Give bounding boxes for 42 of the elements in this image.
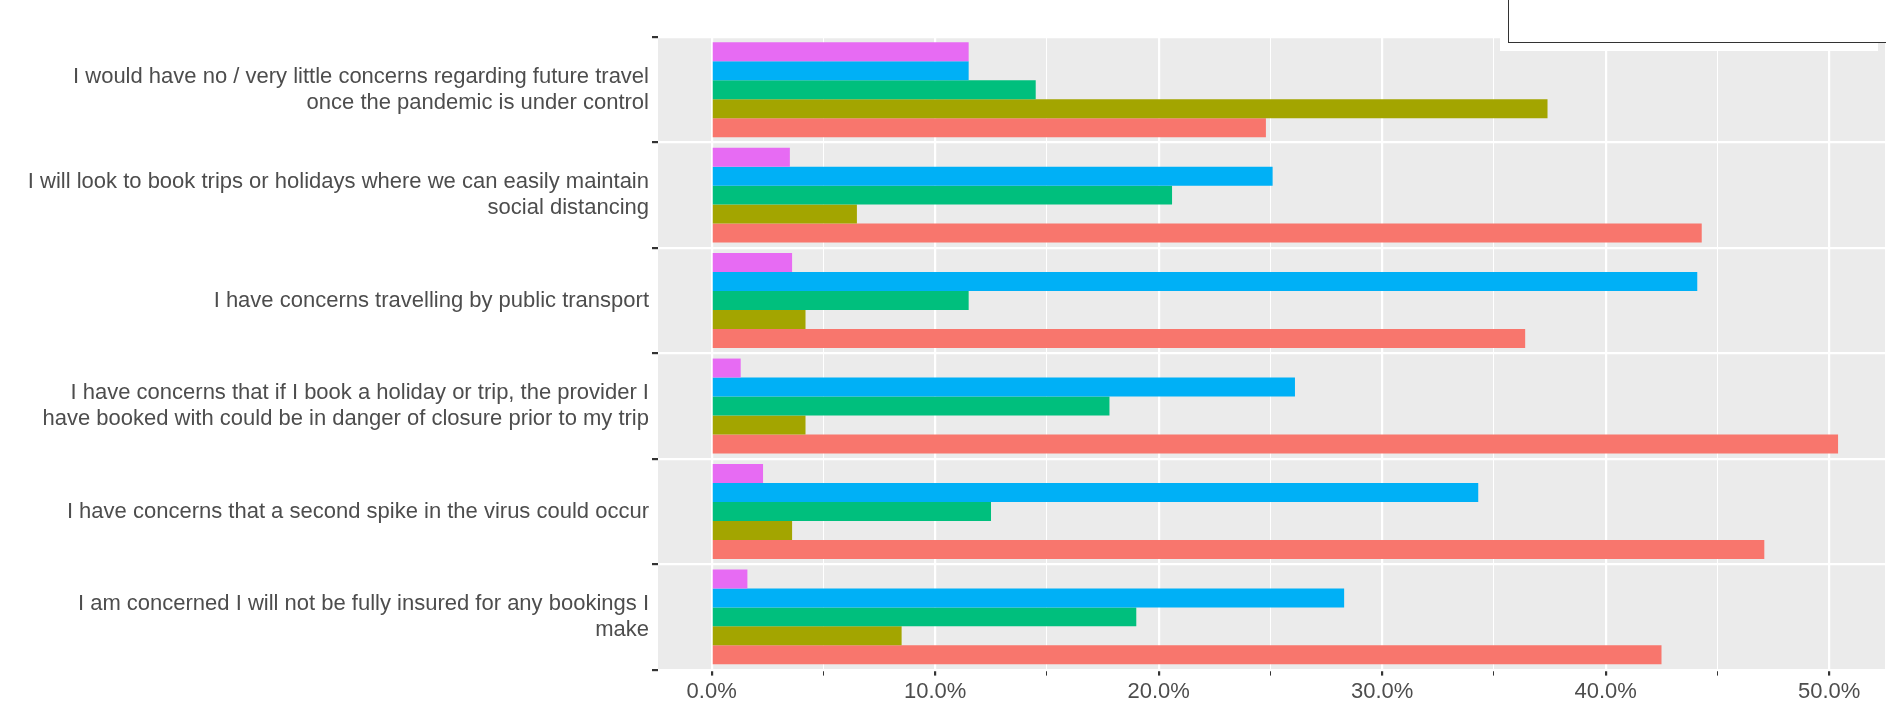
bar <box>712 358 741 378</box>
x-tick-label: 50.0% <box>1797 677 1861 703</box>
bar <box>712 396 1110 416</box>
x-tick-label: 10.0% <box>903 677 967 703</box>
bar <box>712 626 902 646</box>
bar <box>712 329 1526 349</box>
bar <box>712 185 1173 205</box>
bar <box>712 645 1662 665</box>
y-tick-label: I have concerns that a second spike in the virus could occur <box>66 497 649 523</box>
bar <box>712 204 857 224</box>
bar <box>712 147 790 167</box>
x-tick-label: 40.0% <box>1574 677 1637 703</box>
x-tick-label: 0.0% <box>686 677 737 703</box>
bar <box>712 463 764 483</box>
bar <box>712 118 1266 138</box>
bar <box>712 377 1295 397</box>
bar <box>712 223 1702 243</box>
bar <box>712 291 969 311</box>
bar <box>712 99 1548 119</box>
bar <box>712 166 1273 186</box>
bar <box>712 434 1839 454</box>
bar <box>712 588 1345 608</box>
x-tick-label: 30.0% <box>1350 677 1414 703</box>
bar <box>712 42 969 62</box>
y-tick-label: I have concerns travelling by public transport <box>213 286 649 312</box>
bar <box>712 569 748 589</box>
y-tick-label: I have concerns that if I book a holiday or trip, the provider I have booked with could be in danger of closure prior to my trip <box>42 379 649 431</box>
bar <box>712 272 1698 292</box>
bar <box>712 61 969 81</box>
bar <box>712 415 806 435</box>
y-tick-label: I would have no / very little concerns regarding future travel once the pandemic is under control <box>73 62 649 114</box>
bar <box>712 310 806 330</box>
bar <box>712 501 992 521</box>
bar <box>712 539 1765 559</box>
x-tick-label: 20.0% <box>1127 677 1190 703</box>
bar <box>712 520 793 540</box>
y-tick-label: I am concerned I will not be fully insured for any bookings I make <box>77 589 649 641</box>
bar <box>712 482 1479 502</box>
bar <box>712 607 1137 627</box>
y-tick-label: I will look to book trips or holidays where we can easily maintain social distancing <box>27 168 649 220</box>
bar <box>712 80 1036 100</box>
bar <box>712 253 793 273</box>
